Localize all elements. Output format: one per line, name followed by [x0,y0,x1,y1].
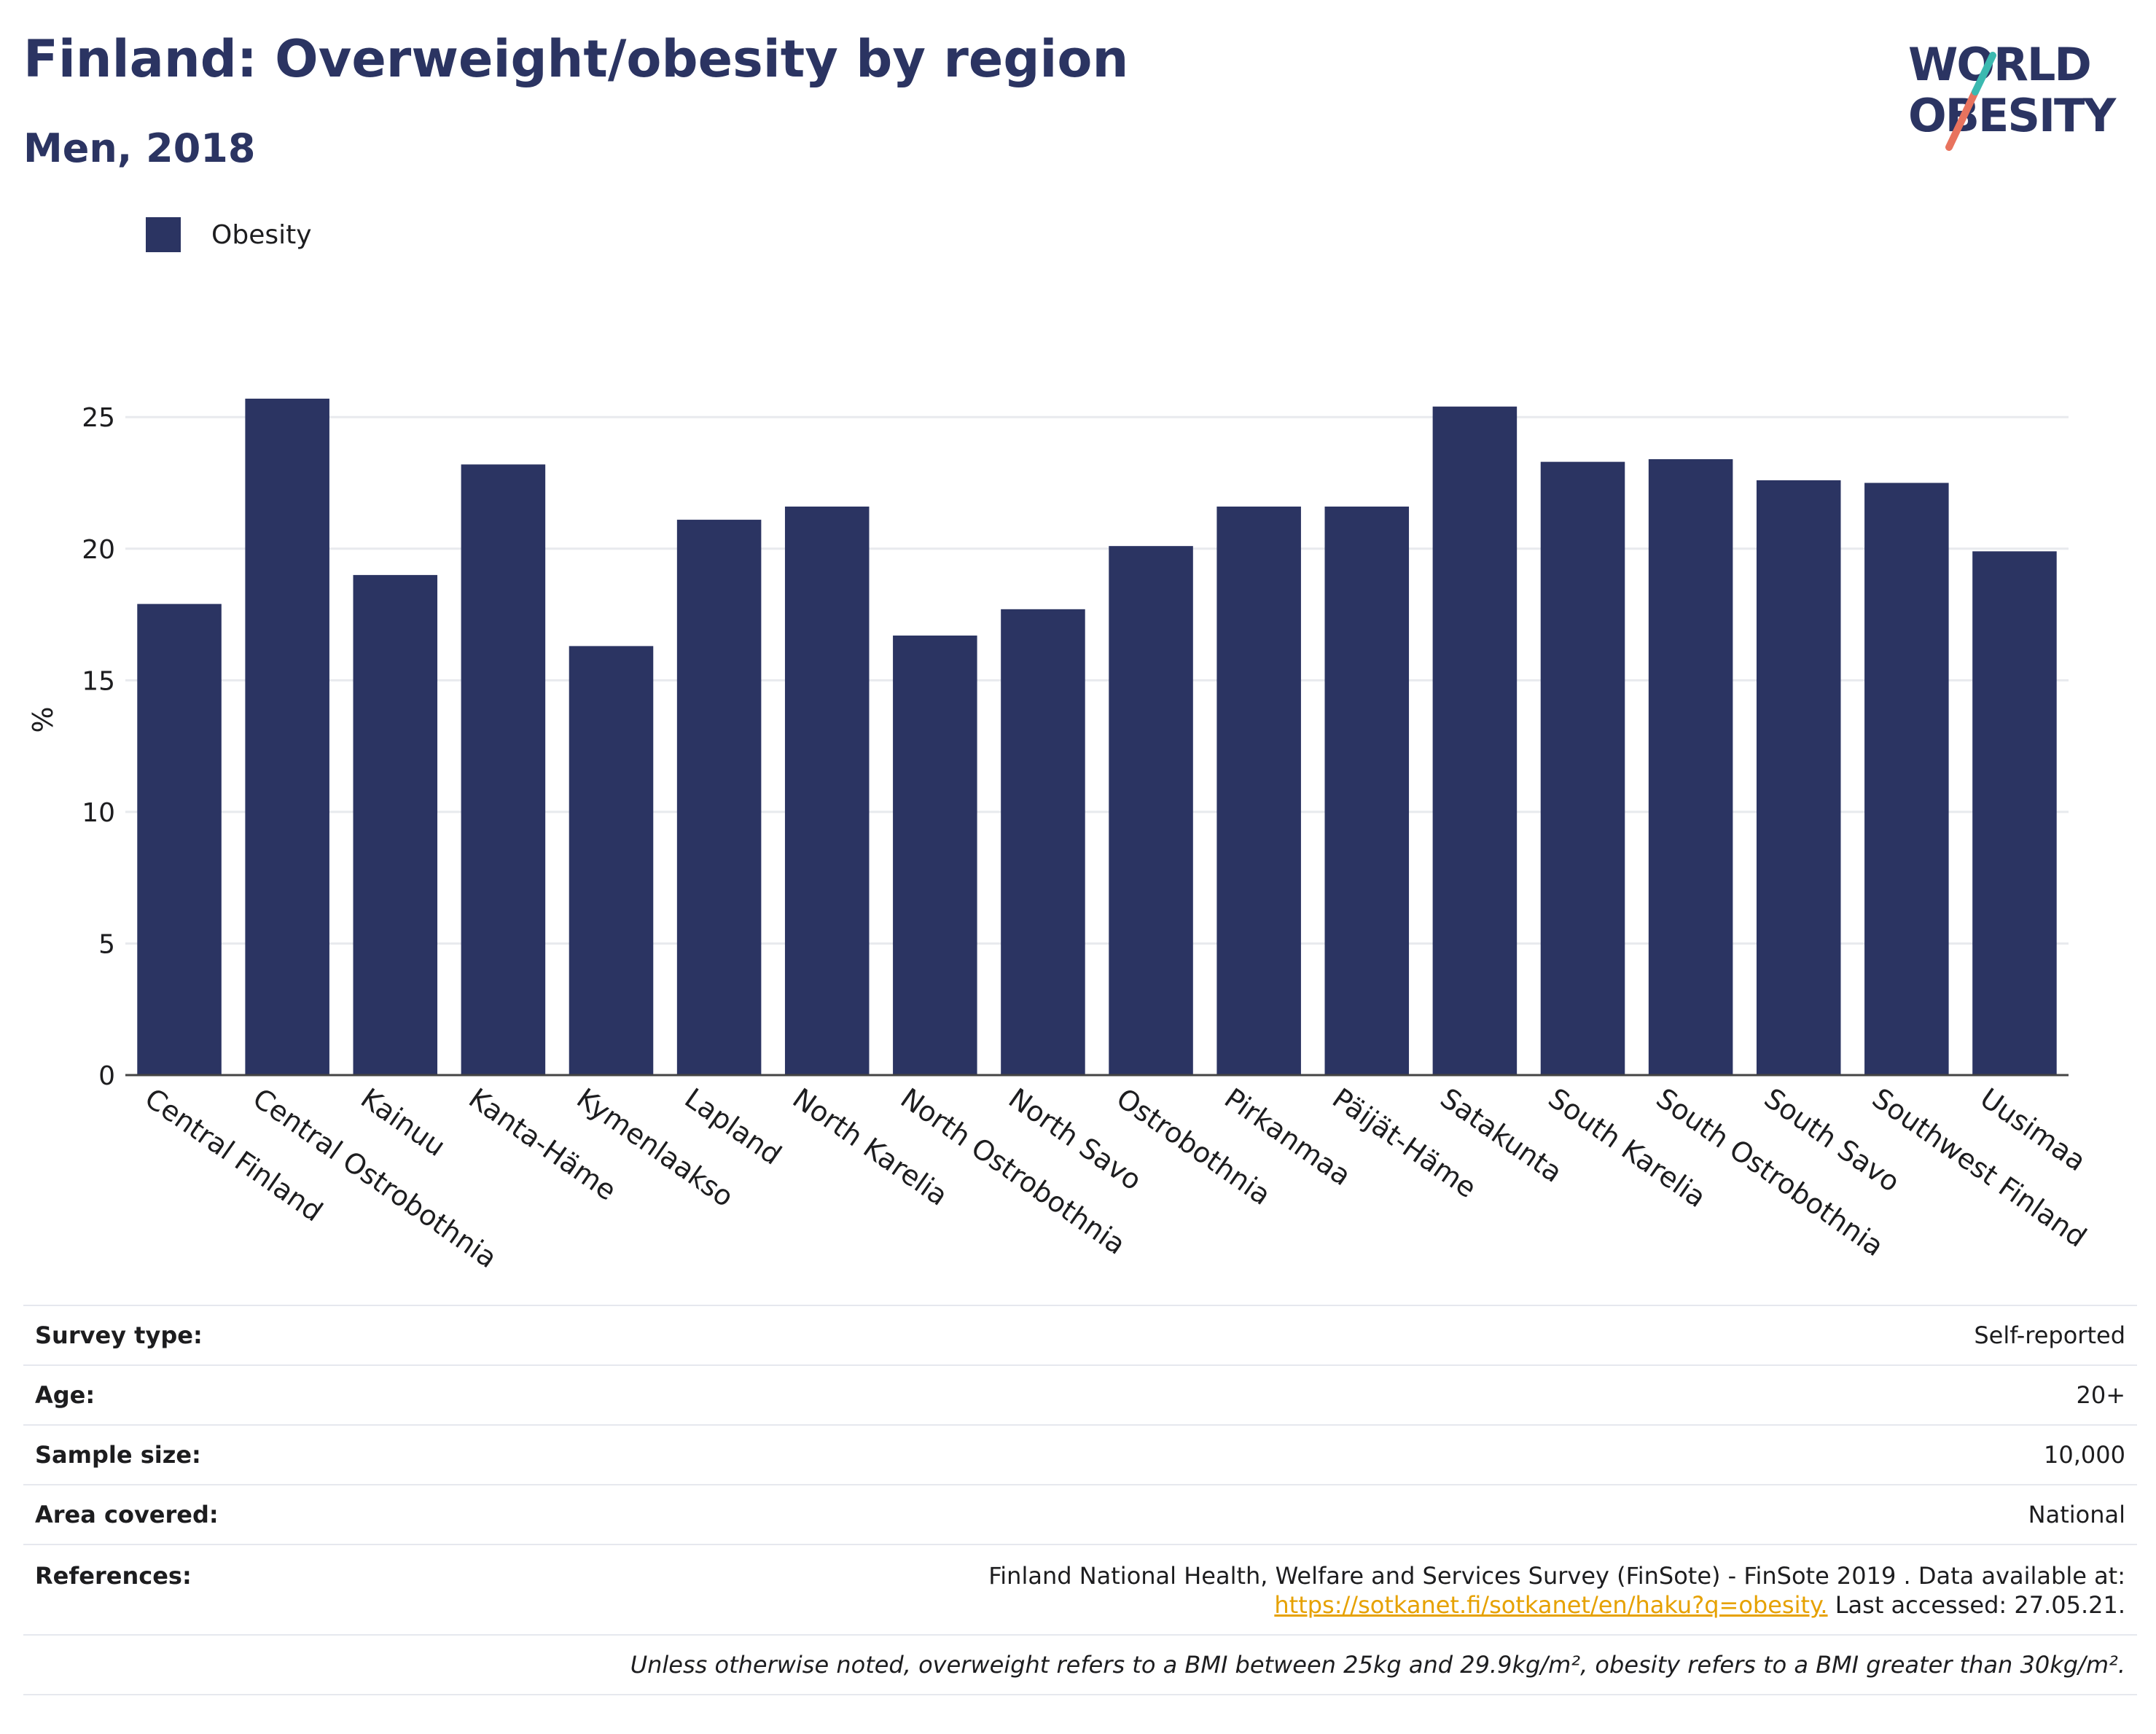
bar [1864,483,1949,1075]
bar [569,646,654,1075]
age-label: Age: [35,1381,95,1409]
chart-subtitle: Men, 2018 [23,125,256,171]
sample-size-label: Sample size: [35,1441,201,1469]
svg-text:OBESITY: OBESITY [1908,89,2117,142]
y-tick-label: 0 [98,1061,115,1091]
svg-text:WORLD: WORLD [1908,38,2090,91]
references-link[interactable]: https://sotkanet.fi/sotkanet/en/haku?q=o… [1274,1591,1828,1619]
y-axis-label: % [27,706,59,733]
references-text: Finland National Health, Welfare and Ser… [988,1562,2125,1590]
bar [137,604,222,1075]
info-table: Survey type: Self-reported Age: 20+ Samp… [23,1305,2137,1695]
info-row-sample-size: Sample size: 10,000 [23,1424,2137,1484]
survey-type-value: Self-reported [1974,1321,2125,1349]
bar [1216,507,1301,1075]
legend-label-obesity: Obesity [211,219,312,250]
info-row-area: Area covered: National [23,1484,2137,1544]
area-label: Area covered: [35,1501,219,1528]
y-tick-label: 20 [82,535,115,565]
bar [353,574,438,1075]
bar [1432,406,1518,1075]
bar [1540,461,1625,1075]
info-row-survey-type: Survey type: Self-reported [23,1305,2137,1364]
legend-swatch-obesity [146,217,181,252]
age-value: 20+ [2076,1381,2125,1409]
x-tick-label: Central Finland [139,1082,329,1227]
bar [461,464,546,1075]
y-tick-label: 15 [82,666,115,696]
bar [1001,609,1085,1075]
bar [1972,551,2057,1075]
references-link-line: https://sotkanet.fi/sotkanet/en/haku?q=o… [988,1590,2125,1620]
bar [1648,459,1733,1075]
info-row-age: Age: 20+ [23,1364,2137,1424]
sample-size-value: 10,000 [2044,1441,2125,1469]
bmi-note: Unless otherwise noted, overweight refer… [23,1634,2137,1695]
x-tick-label: Kainuu [355,1082,451,1163]
references-value: Finland National Health, Welfare and Ser… [988,1561,2125,1620]
bar [245,398,329,1075]
bar [1756,480,1841,1075]
y-tick-label: 10 [82,798,115,828]
y-tick-label: 5 [98,929,115,959]
bar [1109,546,1193,1075]
survey-type-label: Survey type: [35,1321,203,1349]
bar [893,635,977,1075]
info-row-references: References: Finland National Health, Wel… [23,1544,2137,1634]
bar [784,507,870,1075]
references-accessed: Last accessed: 27.05.21. [1827,1591,2125,1619]
chart-legend: Obesity [146,217,312,252]
bar [676,520,762,1075]
area-value: National [2028,1501,2125,1528]
bar [1324,507,1410,1075]
y-tick-label: 25 [82,403,115,433]
references-label: References: [35,1562,192,1590]
chart-title: Finland: Overweight/obesity by region [23,29,1129,89]
world-obesity-logo: WORLD OBESITY [1908,38,2118,151]
